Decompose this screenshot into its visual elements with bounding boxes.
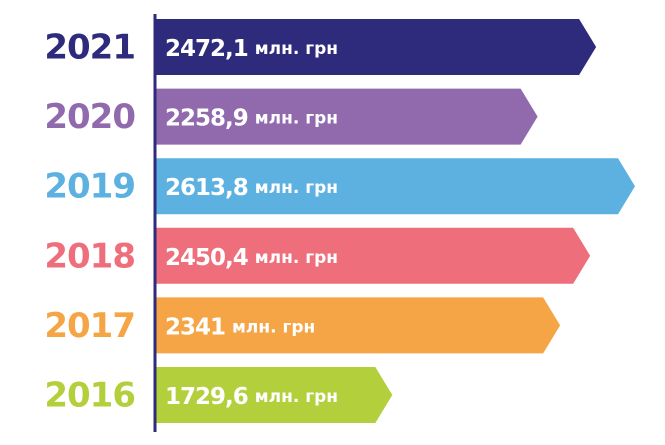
value-unit: млн. грн [232, 317, 315, 337]
year-label: 2016 [44, 376, 135, 416]
bar [155, 367, 393, 423]
value-number: 1729,6 [165, 384, 248, 410]
value-number: 2613,8 [165, 175, 248, 201]
year-label: 2019 [44, 167, 135, 207]
year-label: 2021 [44, 28, 135, 68]
value-unit: млн. грн [255, 39, 338, 59]
year-label: 2017 [44, 306, 135, 346]
bar [155, 158, 635, 215]
value-label: 2258,9 млн. грн [165, 105, 338, 131]
value-label: 2341 млн. грн [165, 314, 315, 340]
bar [155, 227, 591, 284]
value-label: 1729,6 млн. грн [165, 384, 338, 410]
value-number: 2472,1 [165, 36, 248, 62]
value-label: 2472,1 млн. грн [165, 36, 338, 62]
year-label: 2018 [44, 236, 135, 276]
bar [155, 88, 538, 145]
value-number: 2258,9 [165, 105, 248, 131]
value-unit: млн. грн [255, 109, 338, 129]
value-number: 2450,4 [165, 244, 248, 270]
value-unit: млн. грн [255, 248, 338, 268]
value-unit: млн. грн [255, 387, 338, 407]
value-number: 2341 [165, 314, 225, 340]
bar [155, 297, 561, 354]
value-unit: млн. грн [255, 178, 338, 198]
bar [155, 19, 597, 75]
value-label: 2450,4 млн. грн [165, 244, 338, 270]
year-label: 2020 [44, 97, 135, 137]
value-label: 2613,8 млн. грн [165, 175, 338, 201]
